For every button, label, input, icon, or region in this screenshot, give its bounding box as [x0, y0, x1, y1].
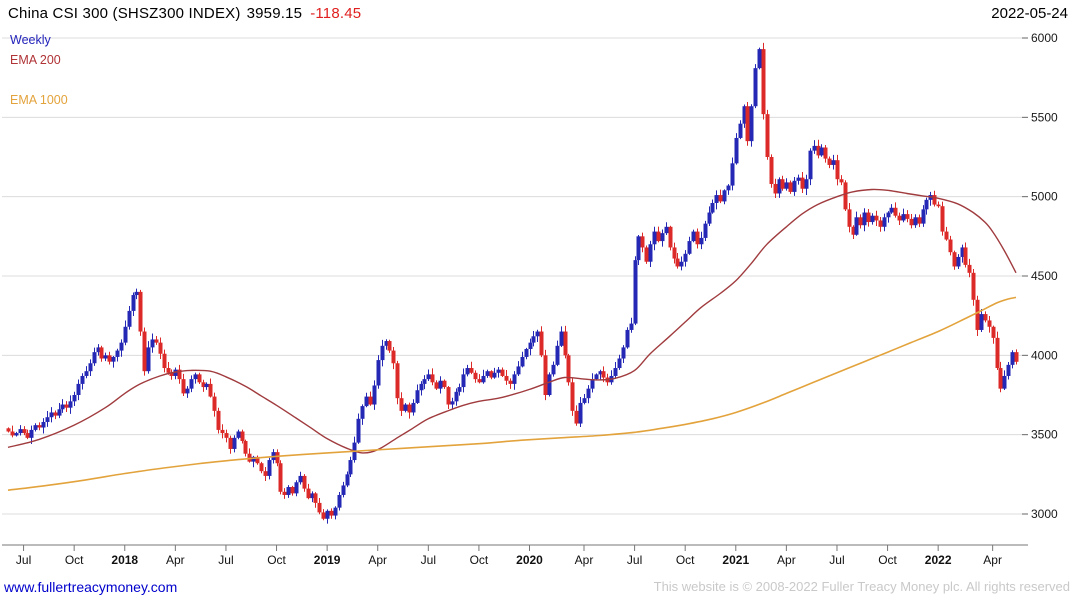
legend-weekly: Weekly — [10, 33, 51, 47]
price-change: -118.45 — [310, 5, 362, 22]
svg-text:2022: 2022 — [925, 553, 952, 567]
legend-ema-200: EMA 200 — [10, 53, 61, 67]
ema-200-line — [7, 188, 1017, 454]
svg-text:Jul: Jul — [421, 553, 436, 567]
svg-text:3500: 3500 — [1031, 428, 1058, 442]
svg-text:5000: 5000 — [1031, 190, 1058, 204]
svg-text:Apr: Apr — [575, 553, 594, 567]
x-axis: Jul Oct 2018 Apr Jul Oct 2019 Apr Jul Oct 2020 Apr J… — [2, 544, 1028, 567]
svg-text:Apr: Apr — [777, 553, 796, 567]
svg-text:Apr: Apr — [368, 553, 387, 567]
svg-text:4000: 4000 — [1031, 348, 1058, 362]
copyright-text: This website is © 2008-2022 Fuller Treac… — [653, 579, 1070, 594]
svg-text:2018: 2018 — [111, 553, 138, 567]
chart-title: China CSI 300 (SHSZ300 INDEX) 3959.15 -118… — [8, 5, 361, 22]
svg-text:4500: 4500 — [1031, 269, 1058, 283]
svg-text:Oct: Oct — [470, 553, 489, 567]
candlesticks — [6, 42, 1019, 524]
website-link[interactable]: www.fullertreacymoney.com — [4, 579, 178, 595]
svg-text:Jul: Jul — [829, 553, 844, 567]
svg-text:2019: 2019 — [314, 553, 341, 567]
chart-date: 2022-05-24 — [991, 5, 1068, 22]
svg-text:6000: 6000 — [1031, 31, 1058, 45]
svg-text:Oct: Oct — [676, 553, 695, 567]
svg-text:2020: 2020 — [516, 553, 543, 567]
svg-text:5500: 5500 — [1031, 110, 1058, 124]
svg-text:2021: 2021 — [722, 553, 749, 567]
svg-text:Oct: Oct — [267, 553, 286, 567]
last-price: 3959.15 — [246, 5, 303, 22]
svg-text:Jul: Jul — [218, 553, 233, 567]
svg-text:3000: 3000 — [1031, 507, 1058, 521]
legend-ema-1000: EMA 1000 — [10, 93, 68, 107]
svg-text:Jul: Jul — [16, 553, 31, 567]
svg-text:Apr: Apr — [166, 553, 185, 567]
svg-text:Oct: Oct — [878, 553, 897, 567]
instrument-name: China CSI 300 (SHSZ300 INDEX) — [8, 5, 241, 22]
y-gridlines — [2, 37, 1028, 515]
y-axis-labels: 3000 3500 4000 4500 5000 5500 6000 — [1031, 31, 1058, 521]
ema-1000-line — [7, 296, 1017, 491]
svg-text:Oct: Oct — [65, 553, 84, 567]
svg-text:Apr: Apr — [983, 553, 1002, 567]
svg-text:Jul: Jul — [627, 553, 642, 567]
